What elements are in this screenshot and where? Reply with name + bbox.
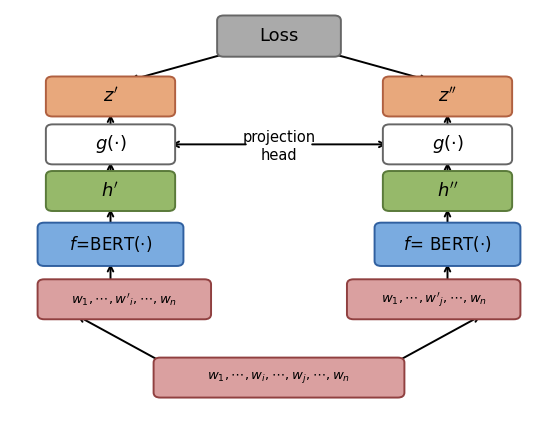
Text: projection
head: projection head bbox=[242, 130, 316, 162]
Text: $g(\cdot)$: $g(\cdot)$ bbox=[95, 133, 126, 155]
Text: $w_1, \cdots, w'_j, \cdots, w_n$: $w_1, \cdots, w'_j, \cdots, w_n$ bbox=[381, 290, 487, 308]
FancyBboxPatch shape bbox=[37, 279, 211, 319]
FancyBboxPatch shape bbox=[153, 357, 405, 398]
Text: $z''$: $z''$ bbox=[438, 87, 457, 106]
Text: $h'$: $h'$ bbox=[102, 181, 119, 200]
FancyBboxPatch shape bbox=[383, 171, 512, 211]
Text: $f\!=\!$ BERT$(\cdot)$: $f\!=\!$ BERT$(\cdot)$ bbox=[403, 234, 492, 254]
Text: $f\!=\!$BERT$(\cdot)$: $f\!=\!$BERT$(\cdot)$ bbox=[69, 234, 152, 254]
Text: $w_1, \cdots, w'_i, \cdots, w_n$: $w_1, \cdots, w'_i, \cdots, w_n$ bbox=[71, 291, 177, 308]
Text: $h''$: $h''$ bbox=[437, 181, 458, 200]
FancyBboxPatch shape bbox=[46, 124, 175, 164]
FancyBboxPatch shape bbox=[374, 223, 521, 266]
FancyBboxPatch shape bbox=[347, 279, 521, 319]
FancyBboxPatch shape bbox=[383, 124, 512, 164]
FancyBboxPatch shape bbox=[217, 16, 341, 57]
FancyBboxPatch shape bbox=[37, 223, 184, 266]
Text: Loss: Loss bbox=[259, 27, 299, 45]
FancyBboxPatch shape bbox=[383, 76, 512, 116]
FancyBboxPatch shape bbox=[46, 171, 175, 211]
Text: $z'$: $z'$ bbox=[103, 87, 118, 106]
Text: $w_1, \cdots, w_i, \cdots, w_j, \cdots, w_n$: $w_1, \cdots, w_i, \cdots, w_j, \cdots, … bbox=[208, 370, 350, 385]
Text: $g(\cdot)$: $g(\cdot)$ bbox=[432, 133, 463, 155]
FancyBboxPatch shape bbox=[46, 76, 175, 116]
